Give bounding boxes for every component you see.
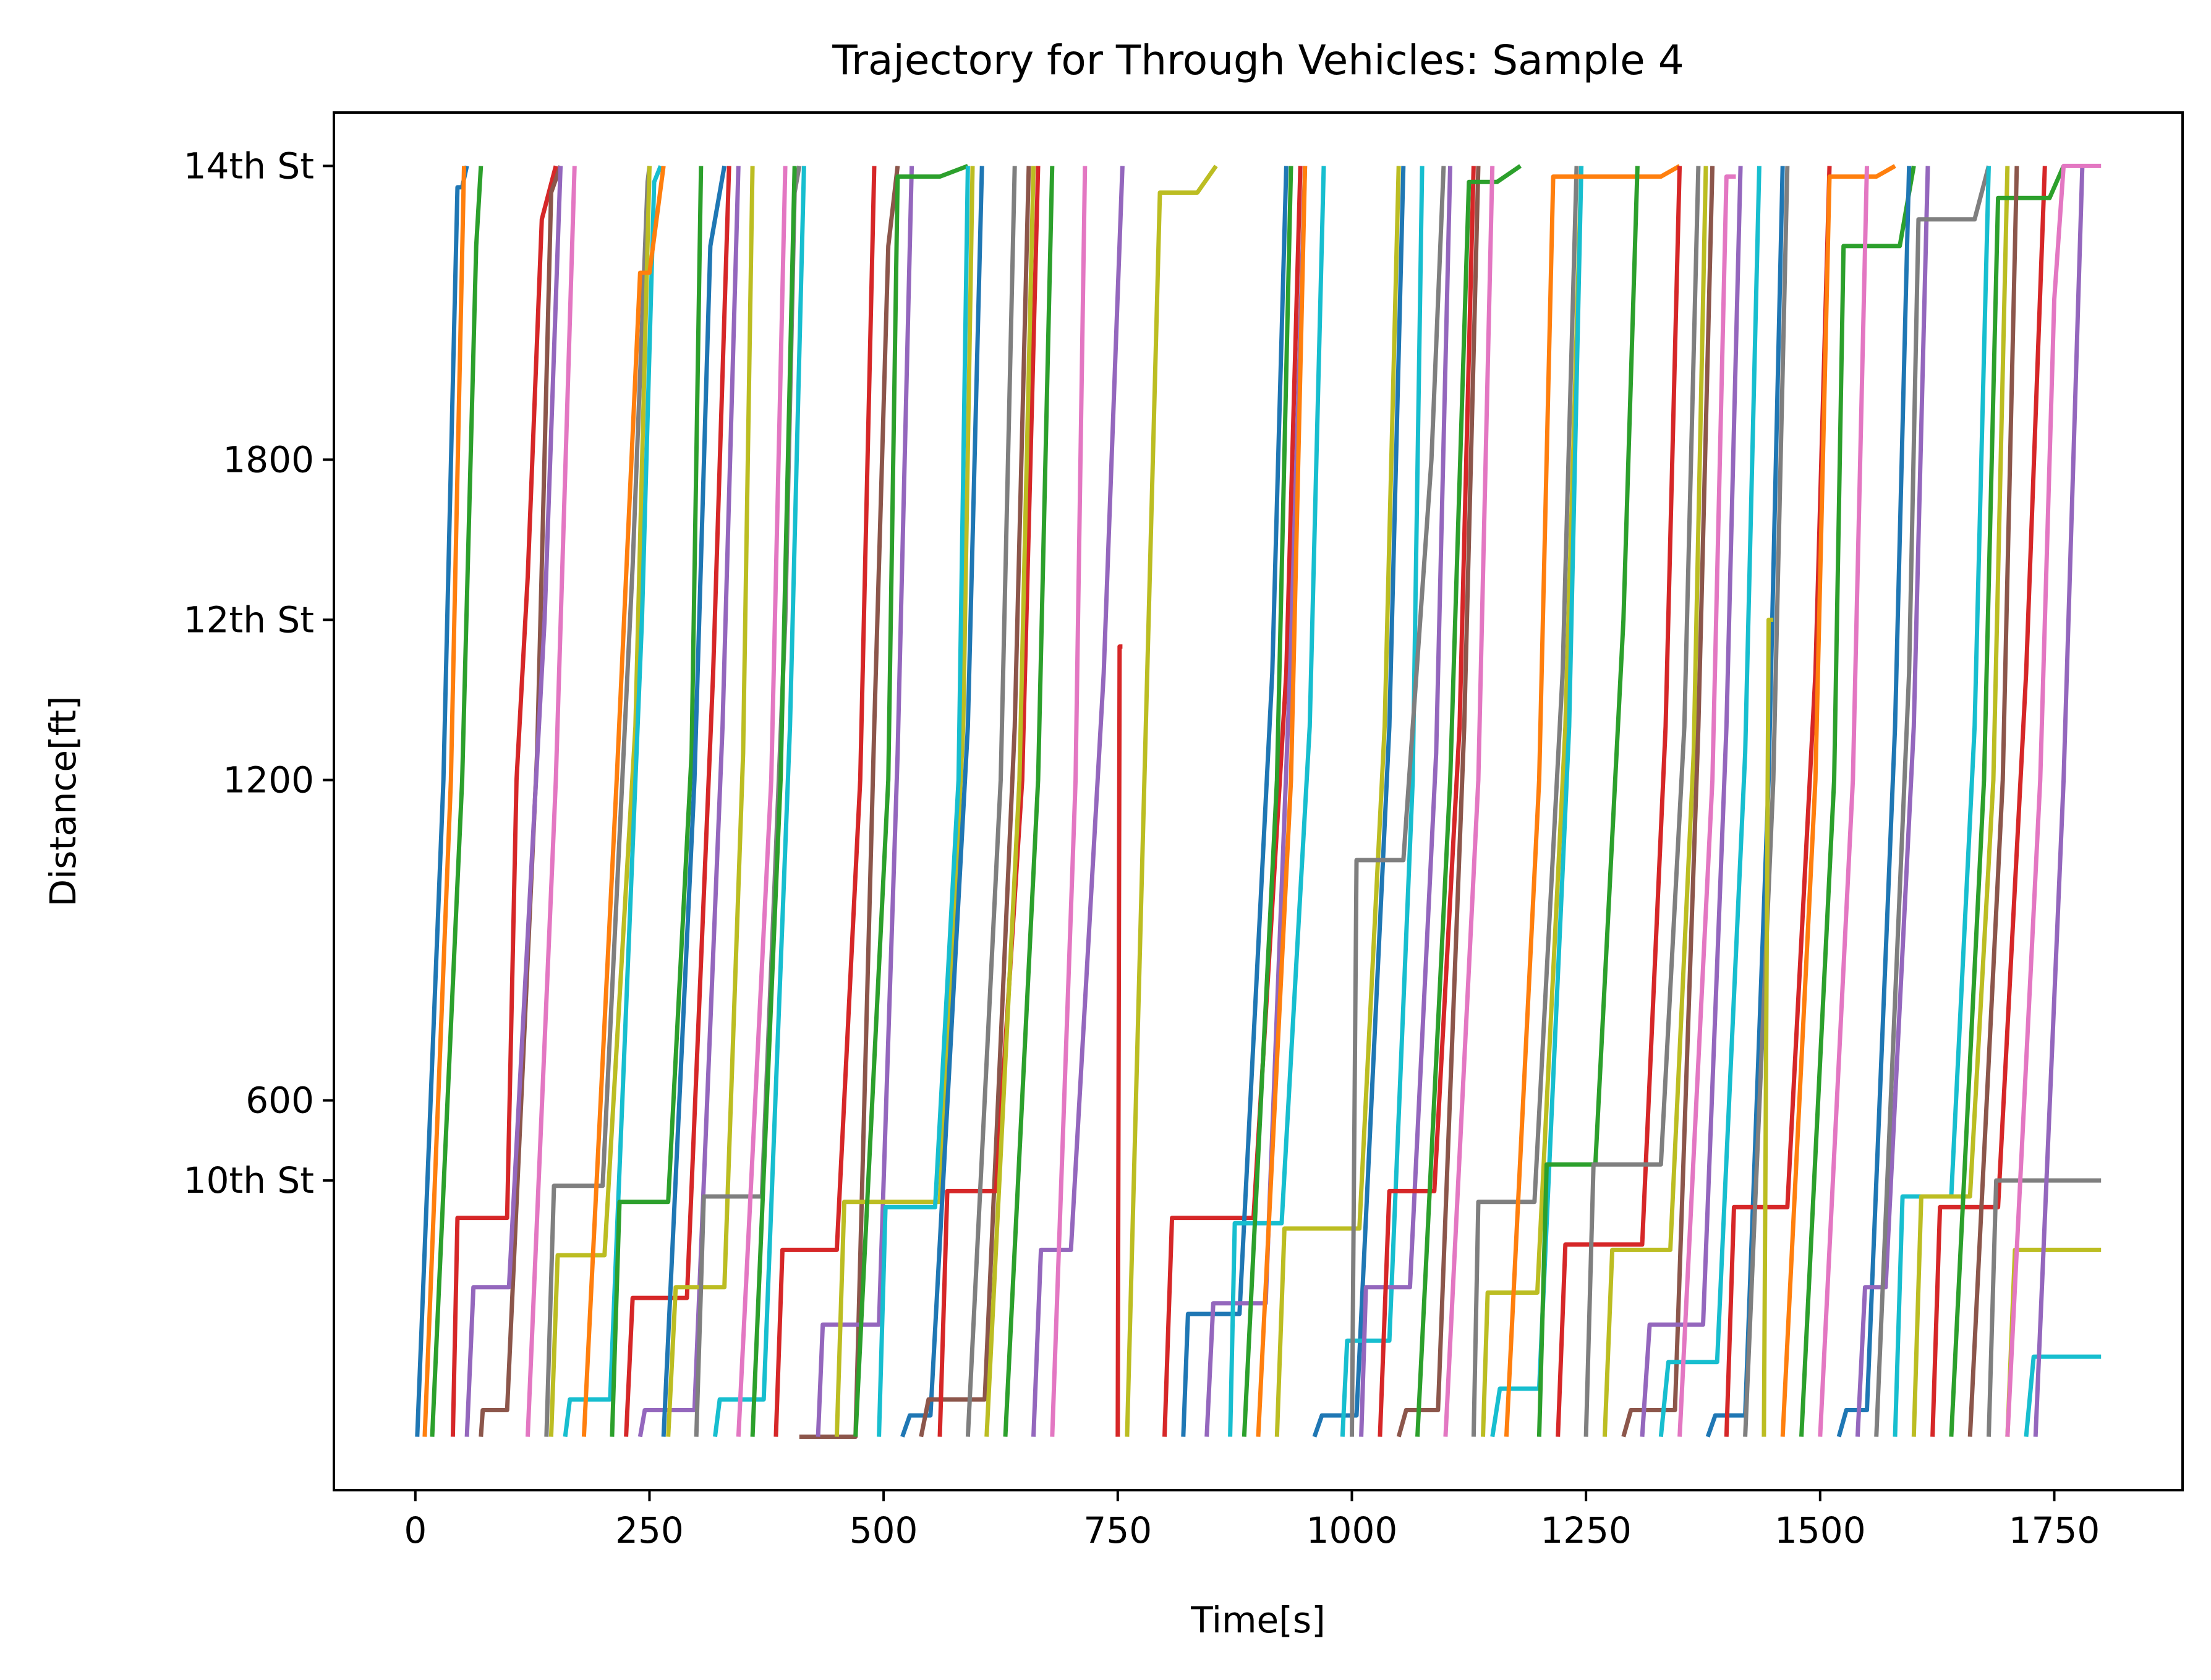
series-layer: [415, 163, 2102, 1439]
trajectory-line: [1312, 166, 1406, 1438]
x-tick-label: 500: [850, 1509, 918, 1551]
x-tick-label: 1750: [2009, 1509, 2100, 1551]
trajectory-line: [1003, 166, 1055, 1437]
y-tick-label: 1200: [223, 759, 314, 801]
trajectory-line: [1762, 617, 1774, 1437]
trajectory-line: [1911, 166, 2010, 1437]
trajectory-line: [1743, 166, 1790, 1437]
y-tick-label: 12th St: [184, 599, 314, 641]
trajectory-line: [1115, 644, 1123, 1437]
trajectory-line: [1340, 166, 1425, 1437]
trajectory-line: [1471, 166, 1579, 1437]
x-tick-label: 1500: [1774, 1509, 1866, 1551]
trajectory-line: [834, 166, 975, 1437]
y-tick-label: 10th St: [184, 1159, 314, 1201]
trajectory-line: [1930, 166, 2047, 1437]
trajectory-line: [816, 166, 914, 1437]
trajectory-line: [1256, 166, 1308, 1437]
trajectory-line: [853, 164, 969, 1437]
trajectory-line: [624, 166, 731, 1437]
trajectory-line: [1818, 166, 1869, 1437]
trajectory-line: [1443, 166, 1495, 1437]
trajectory-line: [1874, 165, 1991, 1437]
trajectory-line: [877, 166, 970, 1437]
trajectory-line: [1181, 166, 1289, 1437]
trajectory-line: [713, 166, 806, 1438]
trajectory-line: [1583, 166, 1701, 1437]
trajectory-line: [900, 166, 984, 1438]
trajectory-line: [965, 166, 1017, 1437]
x-tick-label: 0: [404, 1509, 427, 1551]
trajectory-line: [984, 166, 1036, 1437]
trajectory-line: [1350, 166, 1446, 1437]
trajectory-line: [1799, 165, 1916, 1437]
trajectory-line: [548, 166, 652, 1437]
x-tick-label: 250: [615, 1509, 684, 1551]
trajectory-line: [750, 166, 797, 1437]
trajectory-line: [773, 166, 877, 1437]
trajectory-line: [479, 165, 563, 1437]
trajectory-line: [2005, 163, 2102, 1437]
trajectory-line: [736, 166, 788, 1437]
trajectory-line: [2024, 1354, 2102, 1437]
y-axis-label: Distance[ft]: [42, 696, 84, 906]
trajectory-line: [1504, 164, 1681, 1437]
trajectory-line: [937, 166, 1041, 1437]
trajectory-line: [422, 166, 466, 1437]
trajectory-line: [563, 165, 663, 1438]
trajectory-line: [430, 166, 484, 1437]
trajectory-line: [1556, 166, 1682, 1437]
trajectory-line: [1242, 166, 1293, 1437]
trajectory-line: [581, 165, 666, 1437]
trajectory-line: [1640, 166, 1743, 1437]
trajectory-line: [1621, 166, 1715, 1438]
trajectory-line: [1949, 164, 2066, 1437]
trajectory-line: [1378, 166, 1476, 1437]
x-axis: 0 250 500 750 1000 1250 1500 1750: [404, 1490, 2100, 1551]
trajectory-line: [1836, 166, 1912, 1438]
plot-frame: [333, 111, 2184, 1491]
trajectory-line: [464, 166, 563, 1437]
trajectory-line: [2033, 166, 2085, 1437]
trajectory-line: [1780, 164, 1896, 1437]
y-tick-label: 14th St: [184, 145, 314, 187]
x-tick-label: 1250: [1540, 1509, 1632, 1551]
trajectory-line: [919, 166, 1031, 1438]
x-axis-label: Time[s]: [1190, 1599, 1325, 1641]
trajectory-line: [1658, 166, 1762, 1437]
trajectory-line: [610, 166, 704, 1437]
trajectory-line: [1050, 166, 1088, 1437]
trajectory-line: [637, 166, 741, 1438]
trajectory-line: [1855, 166, 1930, 1437]
trajectory-line: [1274, 166, 1401, 1437]
chart-title: Trajectory for Through Vehicles: Sample …: [832, 36, 1684, 84]
trajectory-line: [1987, 1178, 2102, 1437]
x-tick-label: 1000: [1306, 1509, 1398, 1551]
trajectory-line: [661, 165, 727, 1437]
trajectory-line: [1396, 166, 1481, 1438]
x-tick-label: 750: [1083, 1509, 1152, 1551]
trajectory-line: [526, 166, 577, 1437]
trajectory-line: [1359, 166, 1452, 1437]
y-tick-label: 600: [245, 1080, 314, 1122]
trajectory-line: [450, 165, 558, 1437]
trajectory-line: [1967, 166, 2019, 1437]
trajectory-line: [1228, 166, 1326, 1437]
trajectory-line: [1602, 166, 1708, 1437]
trajectory-line: [1481, 166, 1584, 1437]
trajectory-line: [1677, 174, 1736, 1437]
trajectory-line: [666, 166, 755, 1437]
y-tick-label: 1800: [223, 438, 314, 480]
trajectory-line: [1031, 166, 1125, 1437]
trajectory-line: [1415, 164, 1522, 1437]
trajectory-line: [1125, 164, 1218, 1437]
